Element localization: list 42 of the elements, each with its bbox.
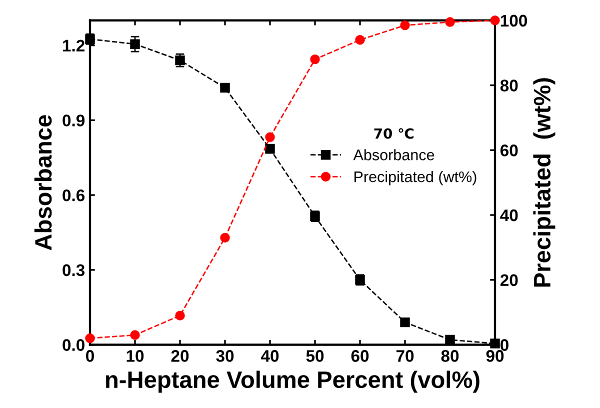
point xyxy=(130,39,140,49)
point xyxy=(400,317,410,328)
point xyxy=(445,334,455,345)
x-tick-label: 60 xyxy=(351,350,369,362)
point xyxy=(490,16,500,26)
y-axis-title: Absorbance xyxy=(34,115,52,250)
y2-tick-label: 60 xyxy=(500,144,518,156)
point xyxy=(265,132,275,142)
y-tick-label: 0.3 xyxy=(62,264,85,276)
point xyxy=(220,232,230,243)
point xyxy=(445,17,455,27)
point xyxy=(310,54,320,64)
y-tick-label: 1.2 xyxy=(63,40,84,52)
x-tick-label: 40 xyxy=(260,350,279,362)
x-tick-label: 50 xyxy=(306,350,324,362)
point xyxy=(400,20,410,30)
point xyxy=(85,333,95,344)
point xyxy=(265,144,275,154)
x-tick-label: 90 xyxy=(486,350,504,362)
x-tick-label: 80 xyxy=(441,350,459,362)
x-tick-label: 0 xyxy=(86,350,94,362)
point xyxy=(220,82,230,93)
x-axis-title: n-Heptane Volume Percent (vol%) xyxy=(106,370,480,393)
point xyxy=(355,35,365,45)
x-tick-label: 20 xyxy=(171,350,189,362)
x-tick-label: 70 xyxy=(396,350,414,362)
y2-tick-label: 100 xyxy=(500,14,527,27)
y2-tick-label: 40 xyxy=(500,209,518,222)
y2-tick-label: 20 xyxy=(500,274,518,286)
y2-tick-label: 80 xyxy=(500,80,518,92)
point xyxy=(175,310,185,320)
y-tick-label: 0.0 xyxy=(62,339,84,351)
legend-label: Absorbance xyxy=(353,149,434,160)
y2-axis-title: Precipitated (wt%) xyxy=(533,78,556,287)
y2-tick-label: 0 xyxy=(500,339,508,351)
point xyxy=(130,330,140,340)
y-tick-label: 0.6 xyxy=(62,189,85,202)
x-tick-label: 30 xyxy=(216,350,234,362)
legend-label: Precipitated (wt%) xyxy=(354,170,476,186)
legend-title: 70 ℃ xyxy=(374,128,414,139)
y-tick-label: 0.9 xyxy=(62,114,85,126)
x-tick-label: 10 xyxy=(126,350,144,362)
